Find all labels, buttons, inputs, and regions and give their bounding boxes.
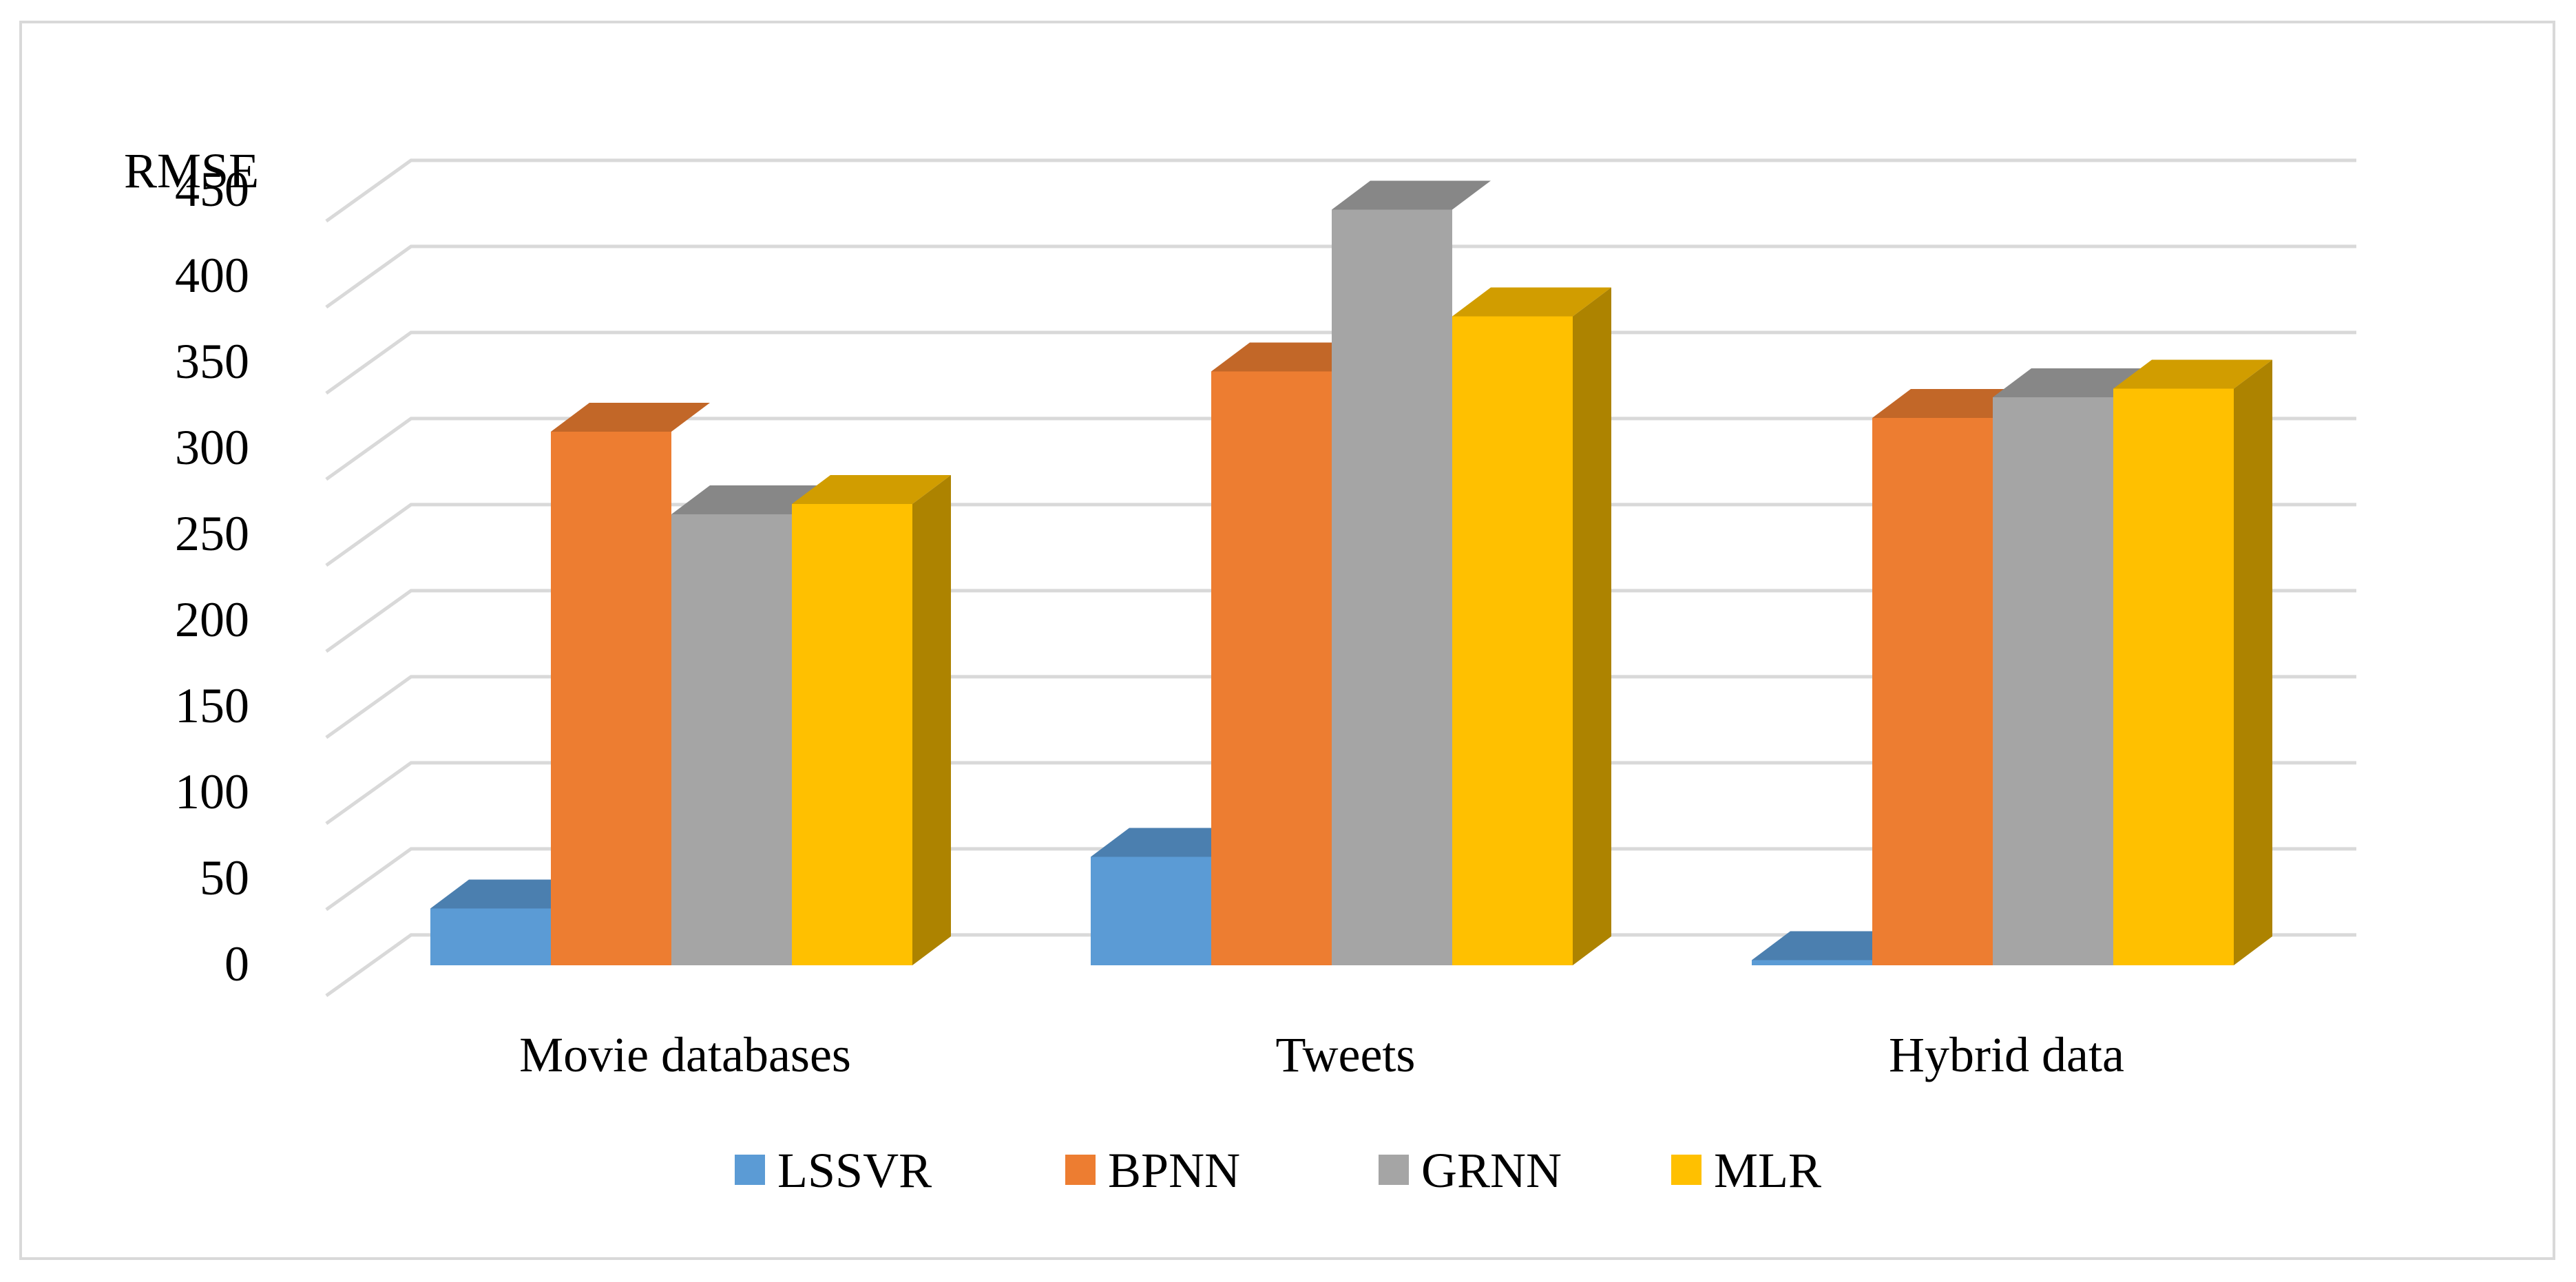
bar-top-face [1211,342,1370,372]
gridline [325,503,2356,567]
bar-group [1091,180,1611,965]
y-axis-title: RMSE [124,143,259,198]
y-tick-label: 200 [175,592,249,647]
y-axis-ticks: 0 50 100 150 200 250 300 350 400 450 [175,162,249,991]
bar [1872,418,1993,965]
gridlines [325,158,2356,998]
bar-side-face [1573,287,1611,965]
bar [1993,397,2113,965]
bar-side-face [912,475,951,965]
x-tick-label: Tweets [1276,1027,1416,1082]
legend-item: BPNN [1065,1143,1240,1198]
bar-top-face [551,403,710,432]
gridline [325,675,2356,739]
gridline [325,933,2356,998]
gridline [325,761,2356,826]
y-tick-label: 400 [175,248,249,303]
x-tick-label: Movie databases [519,1027,851,1082]
bar [1452,316,1573,965]
legend-item: GRNN [1379,1143,1562,1198]
bar-top-face [1332,180,1491,210]
bar-side-face [2234,359,2272,965]
gridline [325,417,2356,481]
y-tick-label: 250 [175,506,249,561]
legend-label: LSSVR [777,1143,932,1198]
bar [430,908,551,965]
bar-top-face [1872,389,2031,418]
bar-top-face [792,475,951,504]
legend-label: MLR [1714,1143,1821,1198]
gridline [325,847,2356,912]
y-tick-label: 150 [175,678,249,733]
y-tick-label: 100 [175,764,249,819]
legend: LSSVR BPNN GRNN MLR [735,1143,1821,1198]
x-tick-label: Hybrid data [1889,1027,2124,1082]
gridline [325,589,2356,653]
bar-top-face [430,879,589,909]
y-tick-label: 300 [175,420,249,475]
bar [671,514,792,965]
y-tick-label: 450 [175,162,249,217]
bar-group [430,403,951,965]
bars [430,180,2272,965]
bar [1091,857,1211,965]
bar [2113,388,2234,965]
legend-swatch [1065,1155,1096,1185]
x-axis-categories: Movie databases Tweets Hybrid data [519,1027,2124,1082]
bar-top-face [671,485,830,514]
legend-item: LSSVR [735,1143,932,1198]
legend-swatch [1379,1155,1409,1185]
gridline [325,158,2356,223]
legend-swatch [1671,1155,1701,1185]
bar [1211,371,1332,965]
bar [1752,960,1872,965]
legend-swatch [735,1155,765,1185]
bar-top-face [1993,368,2152,397]
y-tick-label: 350 [175,334,249,389]
gridline [325,330,2356,395]
bar [551,432,671,965]
bar-top-face [1752,931,1911,960]
bar [1332,209,1452,965]
bar [792,504,912,965]
bar-top-face [1452,287,1611,317]
bar-group [1752,359,2272,965]
y-tick-label: 50 [200,850,249,905]
legend-label: BPNN [1108,1143,1240,1198]
chart-frame: 0 50 100 150 200 250 300 350 400 450 RMSE Movie d… [19,21,2555,1260]
legend-label: GRNN [1421,1143,1562,1198]
legend-item: MLR [1671,1143,1821,1198]
y-tick-label: 0 [224,936,249,991]
gridline [325,244,2356,309]
bar-top-face [2113,359,2272,389]
rmse-bar-chart: 0 50 100 150 200 250 300 350 400 450 RMSE Movie d… [124,143,2356,1198]
bar-top-face [1091,828,1250,857]
